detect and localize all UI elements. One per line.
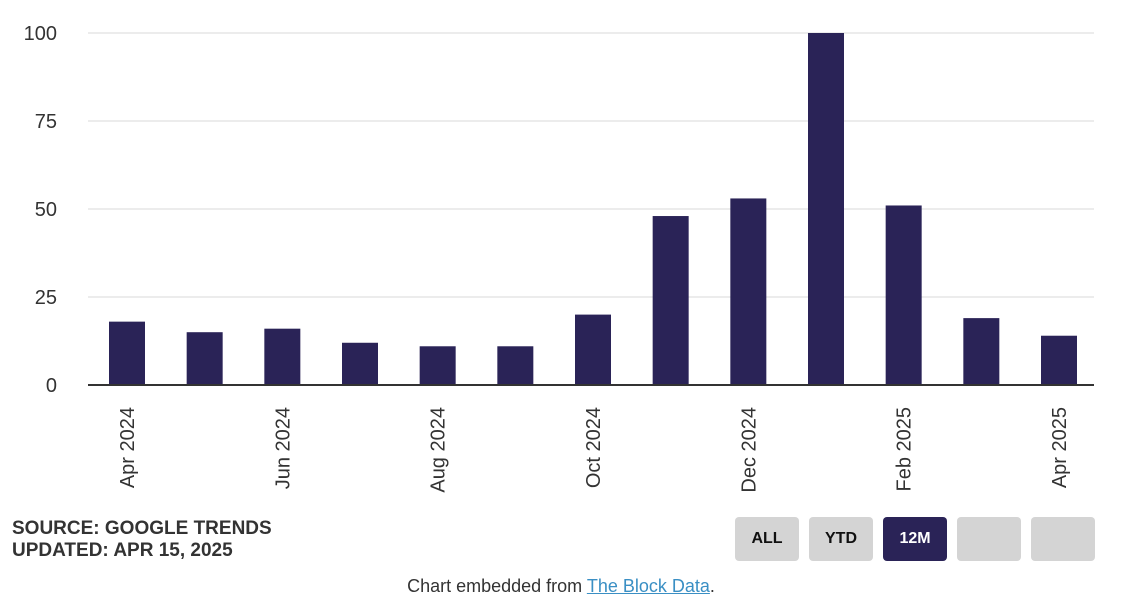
x-tick-label: Apr 2025 [1049, 407, 1071, 488]
bar-oct-2024 [575, 314, 611, 385]
bar-jul-2024 [342, 342, 378, 385]
bar-dec-2024 [730, 198, 767, 385]
bar-chart: 0 25 50 75 100 Apr 2024 Jun 2024 Aug 2024 Oct 2… [24, 23, 1094, 493]
y-tick-label: 75 [35, 111, 57, 133]
x-axis: Apr 2024 Jun 2024 Aug 2024 Oct 2024 Dec 2024… [88, 384, 1094, 493]
y-tick-label: 50 [35, 199, 57, 221]
range-12m-button[interactable]: 12M [883, 517, 947, 561]
bar-nov-2024 [652, 216, 689, 385]
y-tick-label: 100 [24, 23, 57, 45]
footer-prefix: Chart embedded from [407, 576, 587, 596]
y-tick-label: 0 [46, 375, 57, 397]
bar-jan-2025 [808, 33, 844, 385]
x-tick-label: Apr 2024 [117, 407, 139, 488]
grid-lines [88, 32, 1094, 298]
range-button-5[interactable] [1031, 517, 1095, 561]
embed-footer: Chart embedded from The Block Data. [0, 576, 1122, 597]
range-selector: ALL YTD 12M [735, 517, 1095, 561]
range-button-4[interactable] [957, 517, 1021, 561]
the-block-data-link[interactable]: The Block Data [586, 576, 710, 596]
footer-suffix: . [709, 576, 715, 596]
y-tick-label: 25 [35, 287, 57, 309]
range-all-button[interactable]: ALL [735, 517, 799, 561]
x-tick-label: Dec 2024 [738, 407, 760, 493]
x-tick-label: Feb 2025 [894, 407, 916, 492]
x-tick-label: Oct 2024 [583, 407, 605, 488]
bar-sep-2024 [497, 346, 534, 385]
x-tick-label: Jun 2024 [272, 407, 294, 489]
y-axis: 0 25 50 75 100 [24, 23, 57, 397]
bar-apr-2024 [109, 321, 145, 385]
bar-apr-2025 [1041, 335, 1077, 385]
updated-line: UPDATED: APR 15, 2025 [12, 540, 233, 561]
source-note: SOURCE: GOOGLE TRENDS UPDATED: APR 15, 2… [12, 518, 272, 562]
bar-feb-2025 [885, 205, 922, 385]
x-tick-label: Aug 2024 [428, 407, 450, 493]
bar-jun-2024 [264, 328, 301, 385]
bars [109, 33, 1077, 385]
source-line: SOURCE: GOOGLE TRENDS [12, 518, 272, 539]
bar-aug-2024 [419, 346, 456, 385]
bar-may-2024 [186, 332, 223, 385]
range-ytd-button[interactable]: YTD [809, 517, 873, 561]
bar-mar-2025 [963, 318, 1000, 385]
